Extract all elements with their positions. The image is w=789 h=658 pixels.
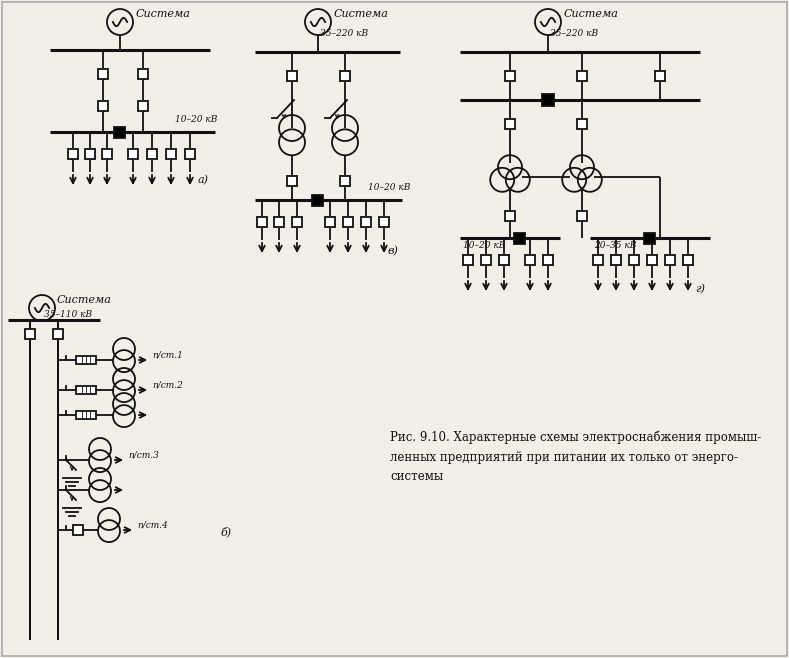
Bar bbox=[185, 149, 195, 159]
Text: п/ст.3: п/ст.3 bbox=[128, 451, 159, 460]
Bar bbox=[505, 211, 515, 221]
Text: п/ст.1: п/ст.1 bbox=[152, 351, 183, 360]
Text: 35–110 кВ: 35–110 кВ bbox=[44, 310, 92, 319]
Bar bbox=[577, 71, 587, 81]
Bar bbox=[53, 329, 63, 339]
Bar bbox=[499, 255, 509, 265]
Bar bbox=[340, 71, 350, 81]
Text: а): а) bbox=[198, 174, 209, 185]
Text: 10–20 кВ: 10–20 кВ bbox=[175, 115, 218, 124]
Bar bbox=[665, 255, 675, 265]
Bar bbox=[76, 356, 96, 364]
Bar bbox=[463, 255, 473, 265]
Bar bbox=[98, 69, 108, 79]
Bar bbox=[76, 386, 96, 394]
Bar bbox=[166, 149, 176, 159]
Bar bbox=[611, 255, 621, 265]
Bar bbox=[379, 217, 389, 227]
Bar bbox=[25, 329, 35, 339]
Text: п/ст.2: п/ст.2 bbox=[152, 381, 183, 390]
Bar bbox=[593, 255, 603, 265]
Bar bbox=[68, 149, 78, 159]
Bar bbox=[85, 149, 95, 159]
Text: 20–35 кВ: 20–35 кВ bbox=[594, 241, 637, 250]
Bar bbox=[147, 149, 157, 159]
Bar bbox=[102, 149, 112, 159]
Bar bbox=[647, 255, 657, 265]
Bar bbox=[505, 119, 515, 129]
Bar bbox=[138, 69, 148, 79]
Bar bbox=[577, 211, 587, 221]
Text: 10–20 кВ: 10–20 кВ bbox=[463, 241, 506, 250]
Bar bbox=[138, 101, 148, 111]
Text: 10–20 кВ: 10–20 кВ bbox=[368, 183, 410, 192]
Text: в): в) bbox=[388, 245, 399, 256]
Bar bbox=[514, 232, 525, 243]
Text: Рис. 9.10. Характерные схемы электроснабжения промыш-
ленных предприятий при пит: Рис. 9.10. Характерные схемы электроснаб… bbox=[390, 430, 761, 484]
Text: п/ст.4: п/ст.4 bbox=[137, 521, 168, 530]
Bar bbox=[525, 255, 535, 265]
Bar bbox=[325, 217, 335, 227]
Text: Система: Система bbox=[136, 9, 191, 19]
Bar bbox=[543, 255, 553, 265]
Bar bbox=[257, 217, 267, 227]
Text: б): б) bbox=[220, 526, 231, 537]
Bar bbox=[645, 232, 656, 243]
Bar bbox=[128, 149, 138, 159]
Bar bbox=[655, 71, 665, 81]
Bar bbox=[505, 71, 515, 81]
Text: 35–220 кВ: 35–220 кВ bbox=[550, 29, 598, 38]
Text: г): г) bbox=[695, 284, 705, 294]
Bar bbox=[629, 255, 639, 265]
Bar bbox=[577, 119, 587, 129]
Bar bbox=[287, 71, 297, 81]
Bar bbox=[274, 217, 284, 227]
Bar bbox=[481, 255, 491, 265]
Bar bbox=[343, 217, 353, 227]
Text: Система: Система bbox=[57, 295, 112, 305]
Bar bbox=[292, 217, 302, 227]
Bar bbox=[73, 525, 83, 535]
Bar bbox=[287, 176, 297, 186]
Bar bbox=[312, 195, 323, 205]
Bar bbox=[542, 94, 554, 106]
Bar bbox=[340, 176, 350, 186]
Bar bbox=[114, 126, 125, 138]
Text: Система: Система bbox=[334, 9, 389, 19]
Bar bbox=[683, 255, 693, 265]
Bar bbox=[98, 101, 108, 111]
Bar bbox=[76, 411, 96, 419]
Text: Система: Система bbox=[564, 9, 619, 19]
Text: 35–220 кВ: 35–220 кВ bbox=[320, 29, 368, 38]
Bar bbox=[361, 217, 371, 227]
